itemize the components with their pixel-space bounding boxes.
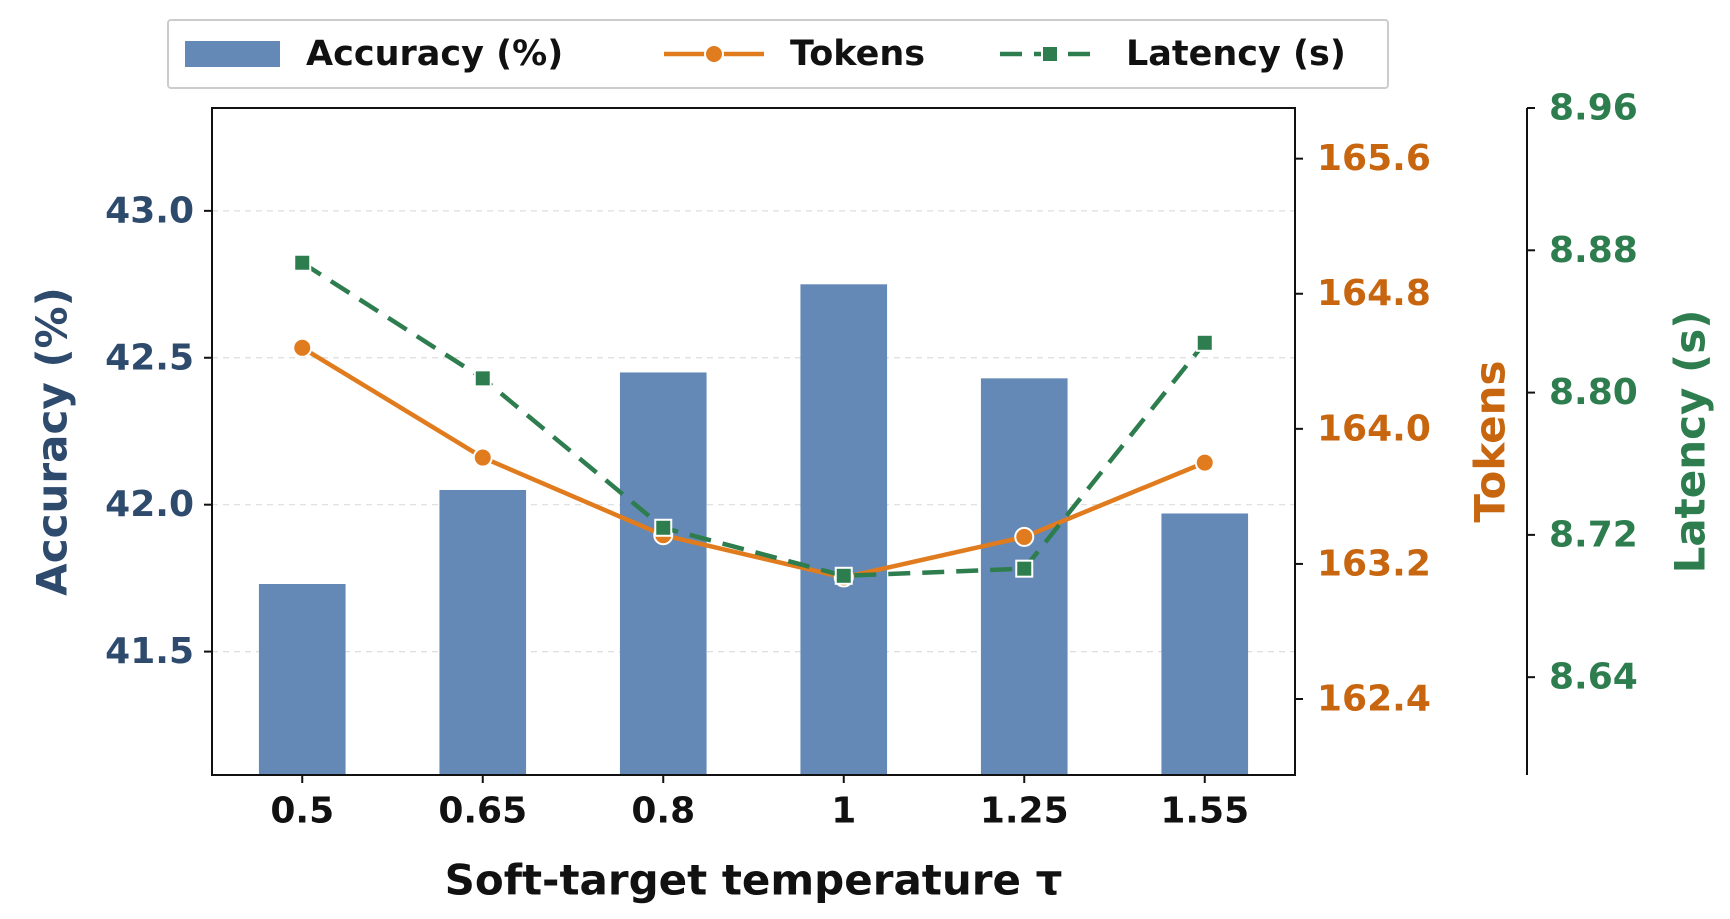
x-tick-label: 0.65 bbox=[438, 791, 527, 832]
accuracy-bar bbox=[258, 584, 346, 775]
x-tick-label: 1 bbox=[831, 791, 856, 832]
legend-marker-tokens bbox=[704, 44, 724, 64]
legend-label-accuracy: Accuracy (%) bbox=[306, 34, 563, 74]
x-tick-label: 0.5 bbox=[270, 791, 334, 832]
latency-series bbox=[293, 253, 1214, 585]
x-axis: 0.5 0.65 0.8 1 1.25 1.55 Soft-target temperatu… bbox=[270, 775, 1249, 905]
latency-tick-label: 8.80 bbox=[1549, 372, 1638, 413]
legend-label-tokens: Tokens bbox=[790, 34, 925, 74]
latency-point bbox=[1195, 333, 1214, 352]
tokens-tick-label: 162.4 bbox=[1317, 679, 1431, 720]
legend-marker-latency bbox=[1041, 45, 1059, 63]
latency-tick-label: 8.72 bbox=[1549, 514, 1638, 555]
x-tick-label: 1.55 bbox=[1160, 791, 1249, 832]
latency-line bbox=[301, 260, 1207, 579]
tokens-line bbox=[301, 345, 1206, 580]
tokens-axis-title: Tokens bbox=[1466, 360, 1515, 522]
tokens-point bbox=[472, 447, 493, 468]
latency-point bbox=[834, 566, 853, 585]
latency-axis-title: Latency (s) bbox=[1666, 310, 1715, 574]
tokens-point bbox=[1014, 526, 1035, 547]
latency-tick-label: 8.96 bbox=[1549, 88, 1638, 129]
latency-axis: 8.64 8.72 8.80 8.88 8.96 Latency (s) bbox=[1526, 88, 1715, 775]
latency-point bbox=[654, 518, 673, 537]
accuracy-tick-label: 41.5 bbox=[105, 631, 194, 672]
accuracy-bar bbox=[800, 284, 888, 775]
latency-point bbox=[473, 369, 492, 388]
tokens-tick-label: 164.0 bbox=[1317, 408, 1431, 449]
accuracy-axis: 41.5 42.0 42.5 43.0 Accuracy (%) bbox=[28, 190, 212, 672]
accuracy-bar bbox=[1161, 513, 1249, 775]
accuracy-tick-label: 42.5 bbox=[105, 337, 194, 378]
legend-label-latency: Latency (s) bbox=[1126, 34, 1346, 74]
accuracy-bar bbox=[439, 489, 527, 775]
tokens-point bbox=[1194, 452, 1215, 473]
latency-tick-label: 8.88 bbox=[1549, 230, 1638, 271]
x-tick-label: 0.8 bbox=[631, 791, 695, 832]
latency-tick-label: 8.64 bbox=[1549, 657, 1638, 698]
accuracy-bar bbox=[619, 372, 707, 775]
legend-box bbox=[167, 19, 1389, 89]
tokens-tick-label: 165.6 bbox=[1317, 138, 1431, 179]
accuracy-axis-title: Accuracy (%) bbox=[28, 287, 77, 596]
latency-point bbox=[293, 253, 312, 272]
tokens-tick-label: 164.8 bbox=[1317, 273, 1431, 314]
tokens-tick-label: 163.2 bbox=[1317, 543, 1431, 584]
legend: Accuracy (%) Tokens Latency (s) bbox=[167, 19, 1389, 89]
grid-lines bbox=[212, 210, 1295, 653]
tokens-series bbox=[292, 337, 1215, 588]
accuracy-tick-label: 42.0 bbox=[105, 484, 194, 525]
plot-frame bbox=[211, 107, 1296, 776]
legend-swatch-accuracy bbox=[185, 41, 280, 67]
accuracy-tick-label: 43.0 bbox=[105, 190, 194, 231]
tokens-axis: 162.4 163.2 164.0 164.8 165.6 Tokens bbox=[1295, 138, 1515, 720]
latency-point bbox=[1015, 559, 1034, 578]
tokens-point bbox=[292, 337, 313, 358]
x-axis-title: Soft-target temperature τ bbox=[445, 856, 1063, 905]
x-tick-label: 1.25 bbox=[980, 791, 1069, 832]
